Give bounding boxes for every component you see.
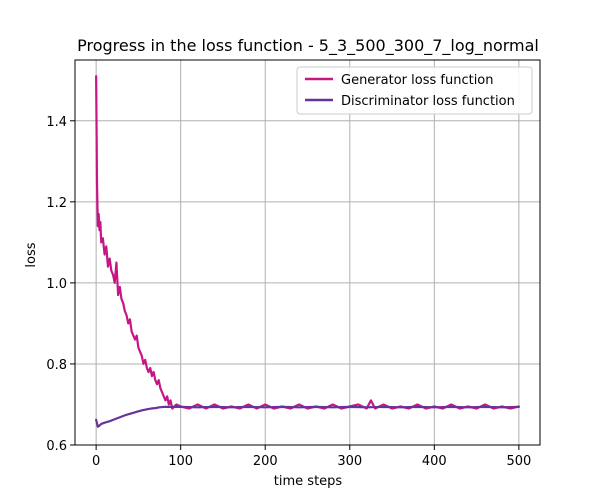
- series-line-discriminator: [95, 405, 520, 428]
- y-tick-label: 1.0: [46, 277, 67, 292]
- series-line-generator: [95, 75, 520, 410]
- x-tick-label: 100: [168, 454, 193, 469]
- chart-title: Progress in the loss function - 5_3_500_…: [77, 36, 539, 56]
- y-axis-label: loss: [24, 242, 39, 267]
- grid: [75, 60, 540, 446]
- x-tick-label: 500: [506, 454, 531, 469]
- x-tick-label: 300: [337, 454, 362, 469]
- y-tick-label: 0.8: [46, 358, 67, 373]
- legend-label-discriminator: Discriminator loss function: [341, 94, 515, 109]
- legend: Generator loss function Discriminator lo…: [296, 66, 533, 115]
- y-tick-label: 1.2: [46, 196, 67, 211]
- legend-box: [296, 66, 533, 115]
- x-tick-label: 400: [422, 454, 447, 469]
- y-tick-label: 0.6: [46, 439, 67, 454]
- x-axis: 0 100 200 300 400 500: [92, 445, 531, 469]
- y-axis: 0.6 0.8 1.0 1.2 1.4: [46, 115, 75, 454]
- legend-label-generator: Generator loss function: [341, 73, 494, 88]
- y-tick-label: 1.4: [46, 115, 67, 130]
- series-group: [95, 75, 520, 428]
- x-axis-label: time steps: [274, 474, 343, 489]
- plot-frame: [74, 59, 541, 446]
- x-tick-label: 0: [92, 454, 100, 469]
- x-tick-label: 200: [253, 454, 278, 469]
